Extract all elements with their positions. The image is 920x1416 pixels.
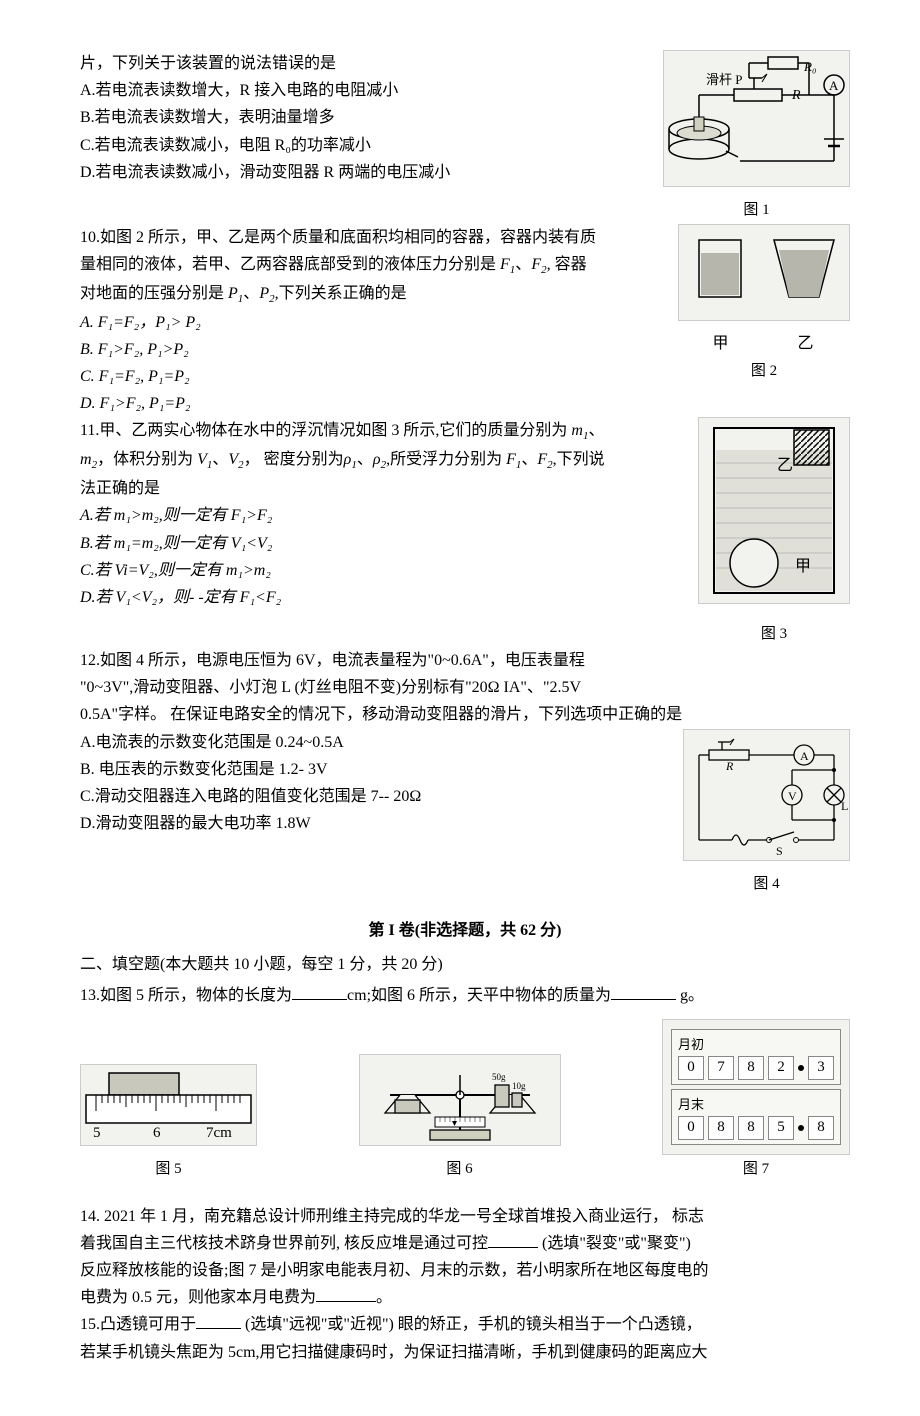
q12-line3: 0.5A"字样。 在保证电路安全的情况下，移动滑动变阻器的滑片，下列选项中正确的…	[80, 701, 850, 728]
svg-text:L: L	[841, 799, 848, 813]
svg-text:S: S	[776, 844, 783, 858]
svg-text:5: 5	[93, 1125, 101, 1141]
figures-5-6-7: 5 6 7cm 图 5 50g 10g	[80, 1019, 850, 1183]
q10-opt-c: C. F₁=F₂, P₁=P₂	[80, 363, 663, 390]
q12-opt-d: D.滑动变阻器的最大电功率 1.8W	[80, 810, 668, 837]
figure-5: 5 6 7cm 图 5	[80, 1064, 257, 1183]
q9-opt-c: C.若电流表读数减小，电阻 R₀的功率减小	[80, 132, 648, 159]
cap-jia: 甲	[712, 330, 728, 357]
balance-diagram: 50g 10g	[360, 1055, 560, 1145]
fig6-label: 图 6	[359, 1157, 561, 1183]
figure-4: R A L V	[683, 729, 850, 898]
cap-yi: 乙	[797, 330, 813, 357]
q14-line4: 电费为 0.5 元，则他家本月电费为。	[80, 1284, 850, 1311]
question-10: 10.如图 2 所示，甲、乙是两个质量和底面积均相同的容器，容器内装有质 量相同…	[80, 224, 850, 418]
q9-opt-b: B.若电流表读数增大，表明油量增多	[80, 104, 648, 131]
q12-opt-c: C.滑动交阻器连入电路的阻值变化范围是 7-- 20Ω	[80, 783, 668, 810]
q14-line3: 反应释放核能的设备;图 7 是小明家电能表月初、月末的示数，若小明家所在地区每度…	[80, 1257, 850, 1284]
q9-text: 片，下列关于该装置的说法错误的是 A.若电流表读数增大，R 接入电路的电阻减小 …	[80, 50, 648, 186]
p-label: 滑杆 P	[706, 72, 742, 87]
label-jia-3: 甲	[795, 558, 811, 575]
q10-opt-d: D. F₁>F₂, P₁=P₂	[80, 390, 663, 417]
svg-text:V: V	[788, 789, 797, 803]
meter-bot-label: 月末	[678, 1094, 834, 1116]
meter-top: 月初 0 7 8 2 3	[671, 1029, 841, 1085]
q9-opt-a: A.若电流表读数增大，R 接入电路的电阻减小	[80, 77, 648, 104]
fig1-label: 图 1	[663, 198, 850, 224]
r0-label: R₀	[803, 59, 816, 74]
q10-opt-b: B. F₁>F₂, P₁>P₂	[80, 336, 663, 363]
fig4-label: 图 4	[683, 872, 850, 898]
q10-opt-a: A. F₁=F₂，P₁> P₂	[80, 309, 663, 336]
q15-line1: 15.凸透镜可用于 (选填"远视"或"近视") 眼的矫正，手机的镜头相当于一个凸…	[80, 1311, 850, 1338]
fig2-label: 图 2	[678, 359, 850, 385]
figure-6: 50g 10g 图 6	[359, 1054, 561, 1183]
fig3-label: 图 3	[698, 622, 850, 648]
q11-text: 11.甲、乙两实心物体在水中的浮沉情况如图 3 所示,它们的质量分别为 m1、 …	[80, 417, 683, 611]
q11-opt-d: D.若 V₁<V₂，则- -定有 F₁<F₂	[80, 584, 683, 611]
q10-text: 10.如图 2 所示，甲、乙是两个质量和底面积均相同的容器，容器内装有质 量相同…	[80, 224, 663, 418]
figure-1: R 滑杆 P R₀ A 图 1	[663, 50, 850, 224]
q9-intro: 片，下列关于该装置的说法错误的是	[80, 50, 648, 77]
section-2-sub: 二、填空题(本大题共 10 小题，每空 1 分，共 20 分)	[80, 951, 850, 978]
svg-text:50g: 50g	[492, 1072, 506, 1082]
meter-bot: 月末 0 8 8 5 8	[671, 1089, 841, 1145]
question-12: 12.如图 4 所示，电源电压恒为 6V，电流表量程为"0~0.6A"，电压表量…	[80, 647, 850, 897]
buoyancy-diagram: 乙 甲	[699, 418, 849, 603]
q12-line1: 12.如图 4 所示，电源电压恒为 6V，电流表量程为"0~0.6A"，电压表量…	[80, 647, 850, 674]
svg-text:A: A	[800, 749, 809, 763]
q10-line2: 量相同的液体，若甲、乙两容器底部受到的液体压力分别是 F1、F2, 容器	[80, 251, 663, 280]
svg-text:10g: 10g	[512, 1081, 526, 1091]
question-11: 11.甲、乙两实心物体在水中的浮沉情况如图 3 所示,它们的质量分别为 m1、 …	[80, 417, 850, 647]
q15-line2: 若某手机镜头焦距为 5cm,用它扫描健康码时，为保证扫描清晰，手机到健康码的距离…	[80, 1339, 850, 1366]
figure-2: 甲 乙 图 2	[678, 224, 850, 385]
label-yi-3: 乙	[777, 457, 793, 474]
q11-opt-b: B.若 m₁=m₂,则一定有 V₁<V₂	[80, 530, 683, 557]
fig5-label: 图 5	[80, 1157, 257, 1183]
fig7-label: 图 7	[662, 1157, 850, 1183]
figure-7: 月初 0 7 8 2 3 月末 0 8 8 5 8	[662, 1019, 850, 1183]
decimal-dot-2	[798, 1125, 804, 1131]
q14-line2: 着我国自主三代核技术跻身世界前列, 核反应堆是通过可控 (选填"裂变"或"聚变"…	[80, 1230, 850, 1257]
q11-line1: 11.甲、乙两实心物体在水中的浮沉情况如图 3 所示,它们的质量分别为 m1、	[80, 417, 683, 446]
circuit-diagram-4: R A L V	[684, 730, 849, 860]
q13-text: 13.如图 5 所示，物体的长度为cm;如图 6 所示，天平中物体的质量为 g。	[80, 982, 850, 1009]
figure-3: 乙 甲 图 3	[698, 417, 850, 647]
decimal-dot	[798, 1065, 804, 1071]
q11-line3: 法正确的是	[80, 475, 683, 502]
svg-text:R: R	[725, 759, 734, 773]
q12-opt-a: A.电流表的示数变化范围是 0.24~0.5A	[80, 729, 668, 756]
q11-line2: m2，体积分别为 V1、V2， 密度分别为ρ1、ρ2,所受浮力分别为 F1、F2…	[80, 446, 683, 475]
containers-diagram	[679, 225, 849, 320]
circuit-diagram-1: R 滑杆 P R₀ A	[664, 51, 849, 186]
q10-line3: 对地面的压强分别是 P1、P2,下列关系正确的是	[80, 280, 663, 309]
meter-top-label: 月初	[678, 1034, 834, 1056]
q10-line1: 10.如图 2 所示，甲、乙是两个质量和底面积均相同的容器，容器内装有质	[80, 224, 663, 251]
q11-opt-a: A.若 m₁>m₂,则一定有 F₁>F₂	[80, 502, 683, 529]
q12-line2: "0~3V",滑动变阻器、小灯泡 L (灯丝电阻不变)分别标有"20Ω IA"、…	[80, 674, 850, 701]
ruler-diagram: 5 6 7cm	[81, 1065, 256, 1145]
question-9: 片，下列关于该装置的说法错误的是 A.若电流表读数增大，R 接入电路的电阻减小 …	[80, 50, 850, 224]
q14-line1: 14. 2021 年 1 月，南充籍总设计师刑维主持完成的华龙一号全球首堆投入商…	[80, 1203, 850, 1230]
q12-opt-b: B. 电压表的示数变化范围是 1.2- 3V	[80, 756, 668, 783]
svg-text:6: 6	[153, 1125, 161, 1141]
q11-opt-c: C.若 Vi=V₂,则一定有 m₁>m₂	[80, 557, 683, 584]
ammeter-label: A	[829, 78, 839, 93]
section-2-title: 第 I 卷(非选择题，共 62 分)	[80, 917, 850, 944]
q9-opt-d: D.若电流表读数减小，滑动变阻器 R 两端的电压减小	[80, 159, 648, 186]
svg-text:7cm: 7cm	[206, 1125, 232, 1141]
